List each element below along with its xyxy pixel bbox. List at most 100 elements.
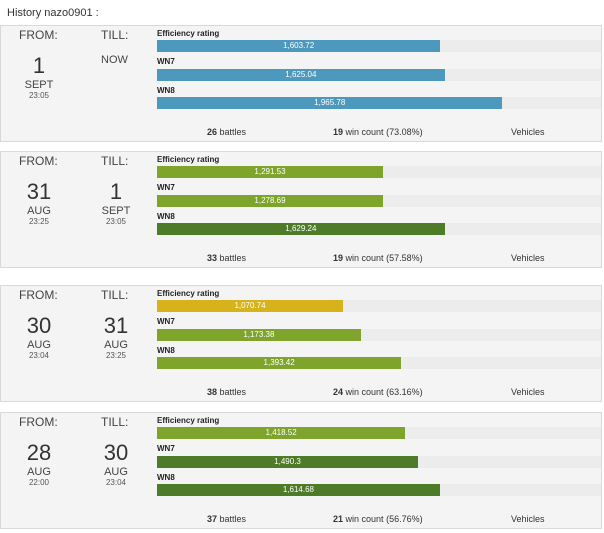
- win-count: 19: [333, 253, 344, 263]
- battles-count: 37: [207, 514, 218, 524]
- wn8-bar-track: 1,629.24: [157, 223, 601, 235]
- battles-count: 38: [207, 387, 218, 397]
- win-percentage: (73.08%): [386, 127, 423, 137]
- from-day: 31: [26, 179, 52, 204]
- efficiency-label: Efficiency rating: [157, 289, 220, 298]
- wn8-value: 1,965.78: [314, 98, 346, 107]
- wn7-bar-fill: 1,278.69: [157, 195, 383, 207]
- wn7-value: 1,490.3: [274, 457, 301, 466]
- efficiency-label: Efficiency rating: [157, 416, 220, 425]
- efficiency-bar-fill: 1,418.52: [157, 427, 406, 439]
- from-date: 1 SEPT 23:05: [15, 53, 63, 101]
- till-month: SEPT: [101, 205, 131, 217]
- win-count-suffix: win count: [345, 514, 384, 524]
- efficiency-value: 1,603.72: [283, 41, 315, 50]
- efficiency-label: Efficiency rating: [157, 29, 220, 38]
- till-time: 23:25: [105, 351, 127, 360]
- wn7-label: WN7: [157, 444, 175, 453]
- wn8-label: WN8: [157, 86, 175, 95]
- till-time: 23:04: [105, 478, 127, 487]
- win-percentage: (56.76%): [386, 514, 423, 524]
- from-date: 30 AUG 23:04: [15, 315, 63, 361]
- till-month: AUG: [104, 466, 128, 478]
- from-label: FROM:: [19, 28, 58, 42]
- wn8-value: 1,393.42: [263, 358, 295, 367]
- wn7-label: WN7: [157, 57, 175, 66]
- history-entry: FROM: TILL: 30 AUG 23:04 31 AUG 23:25 Efficiency…: [0, 285, 602, 402]
- win-count-stat: 21 win count (56.76%): [333, 514, 423, 524]
- till-day: 31: [103, 313, 129, 338]
- wn8-bar-fill: 1,629.24: [157, 223, 445, 235]
- till-month: AUG: [104, 339, 128, 351]
- wn7-bar-fill: 1,625.04: [157, 69, 445, 81]
- battles-count: 33: [207, 253, 218, 263]
- efficiency-bar-track: 1,603.72: [157, 40, 601, 52]
- till-date: 30 AUG 23:04: [92, 442, 140, 488]
- wn8-bar-track: 1,965.78: [157, 97, 601, 109]
- from-day: 1: [32, 53, 46, 78]
- wn8-label: WN8: [157, 212, 175, 221]
- vehicles-link[interactable]: Vehicles: [511, 127, 545, 137]
- win-count-suffix: win count: [345, 387, 384, 397]
- battles-stat: 26 battles: [207, 127, 246, 137]
- from-month: AUG: [27, 339, 51, 351]
- vehicles-link[interactable]: Vehicles: [511, 387, 545, 397]
- wn7-bar-track: 1,278.69: [157, 195, 601, 207]
- wn8-label: WN8: [157, 473, 175, 482]
- wn7-label: WN7: [157, 317, 175, 326]
- wn8-label: WN8: [157, 346, 175, 355]
- vehicles-link[interactable]: Vehicles: [511, 253, 545, 263]
- battles-suffix: battles: [219, 387, 247, 397]
- wn7-value: 1,625.04: [285, 70, 317, 79]
- from-date: 28 AUG 22:00: [15, 440, 63, 488]
- page-title: History nazo0901 :: [7, 7, 99, 19]
- till-date: 31 AUG 23:25: [92, 313, 140, 361]
- wn7-bar-fill: 1,173.38: [157, 329, 361, 341]
- from-label: FROM:: [19, 415, 58, 429]
- wn8-bar-track: 1,614.68: [157, 484, 601, 496]
- wn8-bar-track: 1,393.42: [157, 357, 601, 369]
- win-percentage: (63.16%): [386, 387, 423, 397]
- win-count-suffix: win count: [345, 127, 384, 137]
- efficiency-value: 1,291.53: [254, 167, 286, 176]
- battles-suffix: battles: [219, 253, 247, 263]
- efficiency-bar-track: 1,070.74: [157, 300, 601, 312]
- win-count-stat: 19 win count (57.58%): [333, 253, 423, 263]
- from-month: SEPT: [24, 79, 54, 91]
- efficiency-label: Efficiency rating: [157, 155, 220, 164]
- from-date: 31 AUG 23:25: [15, 179, 63, 227]
- win-count-stat: 19 win count (73.08%): [333, 127, 423, 137]
- history-entry: FROM: TILL: 31 AUG 23:25 1 SEPT 23:05 Efficiency…: [0, 151, 602, 268]
- win-count: 24: [333, 387, 344, 397]
- from-day: 28: [26, 440, 52, 465]
- from-label: FROM:: [19, 288, 58, 302]
- win-count: 19: [333, 127, 344, 137]
- win-count-suffix: win count: [345, 253, 384, 263]
- history-entry: FROM: TILL: 28 AUG 22:00 30 AUG 23:04 Efficiency…: [0, 412, 602, 529]
- wn7-bar-track: 1,625.04: [157, 69, 601, 81]
- from-time: 23:04: [28, 351, 50, 360]
- till-time: 23:05: [105, 217, 127, 226]
- till-date: 1 SEPT 23:05: [92, 179, 140, 227]
- from-month: AUG: [27, 205, 51, 217]
- till-label: TILL:: [101, 154, 129, 168]
- wn8-bar-fill: 1,393.42: [157, 357, 402, 369]
- till-day: 1: [109, 179, 123, 204]
- wn7-label: WN7: [157, 183, 175, 192]
- from-label: FROM:: [19, 154, 58, 168]
- efficiency-value: 1,418.52: [265, 428, 297, 437]
- efficiency-bar-track: 1,418.52: [157, 427, 601, 439]
- battles-count: 26: [207, 127, 218, 137]
- wn7-bar-fill: 1,490.3: [157, 456, 419, 468]
- efficiency-bar-fill: 1,070.74: [157, 300, 344, 312]
- win-count: 21: [333, 514, 344, 524]
- wn8-value: 1,629.24: [285, 224, 317, 233]
- battles-suffix: battles: [219, 127, 247, 137]
- efficiency-bar-fill: 1,291.53: [157, 166, 383, 178]
- battles-stat: 33 battles: [207, 253, 246, 263]
- from-time: 23:25: [28, 217, 50, 226]
- battles-stat: 38 battles: [207, 387, 246, 397]
- vehicles-link[interactable]: Vehicles: [511, 514, 545, 524]
- wn8-value: 1,614.68: [282, 485, 314, 494]
- till-label: TILL:: [101, 28, 129, 42]
